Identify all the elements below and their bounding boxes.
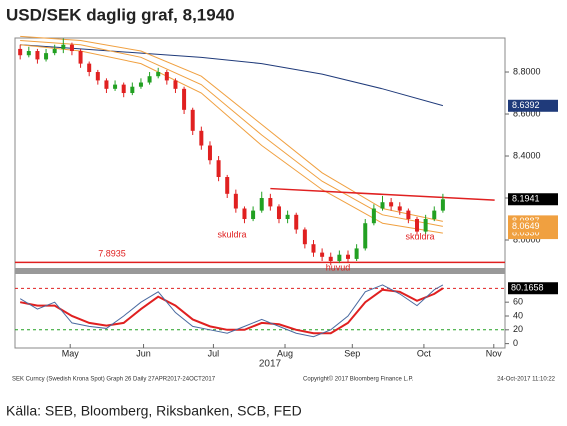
x-tick-label: Jul [208, 348, 220, 358]
candle-body [389, 202, 394, 207]
value-marker-label: 8.0330 [512, 227, 540, 237]
x-tick-label: May [62, 348, 80, 358]
candle-body [225, 177, 230, 194]
value-marker [508, 220, 558, 233]
candle-body [52, 48, 57, 54]
value-marker-label: 80.1658 [511, 283, 544, 293]
candle-body [268, 198, 273, 207]
x-tick-label: Oct [417, 348, 432, 358]
candle-body [18, 48, 23, 56]
candle-body [363, 223, 368, 249]
candle-body [164, 72, 169, 81]
value-marker-label: 8.0649 [512, 221, 540, 231]
candle-body [113, 84, 118, 89]
value-marker [508, 99, 558, 112]
candle-body [397, 206, 402, 211]
candle-body [78, 51, 83, 64]
candle-body [147, 76, 152, 83]
oscillator-line [19, 284, 444, 338]
footer-text: 24-Oct-2017 11:10:22 [497, 377, 556, 383]
y-tick-label: 60 [513, 297, 523, 307]
candle-body [104, 80, 109, 89]
chart-title: USD/SEK daglig graf, 8,1940 [6, 5, 235, 24]
x-tick-label: Aug [277, 348, 293, 358]
candle-body [138, 82, 143, 87]
value-marker [508, 282, 558, 295]
moving-average [20, 44, 443, 234]
plot-frame [14, 37, 506, 349]
candle-body [190, 109, 195, 131]
candle-body [130, 86, 135, 94]
x-tick-label: Nov [486, 348, 503, 358]
y-tick-label: 8.8000 [513, 66, 541, 76]
candle-body [311, 244, 316, 253]
candle-body [294, 214, 299, 230]
candle-body [44, 53, 49, 60]
candle-body [182, 88, 187, 110]
candle-body [380, 202, 385, 209]
candle-body [440, 199, 445, 211]
candle-body [259, 198, 264, 211]
y-tick-label: 8.4000 [513, 150, 541, 160]
value-marker [508, 193, 558, 206]
candle-body [345, 254, 350, 259]
value-marker-label: 8.1941 [512, 194, 540, 204]
candle-body [328, 256, 333, 262]
candle-body [320, 252, 325, 257]
candle-body [121, 84, 126, 94]
annotation: skuldra [405, 231, 434, 241]
candle-body [216, 160, 221, 178]
candle-body [251, 210, 256, 220]
year-label: 2017 [259, 359, 282, 370]
y-tick-label: 0 [513, 338, 518, 348]
trendline [270, 187, 495, 201]
y-tick-label: 8.6000 [513, 108, 541, 118]
candle-body [156, 72, 161, 77]
candle-body [35, 51, 40, 60]
y-tick-label: 20 [513, 324, 523, 334]
candle-body [337, 254, 342, 262]
moving-average [20, 35, 443, 222]
candle-body [173, 80, 178, 89]
y-tick-label: 40 [513, 310, 523, 320]
x-tick-label: Jun [136, 348, 151, 358]
y-tick-label: 8.0000 [513, 234, 541, 244]
candle-body [415, 219, 420, 232]
candle-body [302, 229, 307, 245]
annotation: skuldra [217, 229, 246, 239]
oscillator-line [19, 287, 444, 335]
footer-text: SEK Curncy (Swedish Krona Spot) Graph 26… [12, 377, 216, 383]
candle-body [207, 145, 212, 161]
x-tick-label: Sep [344, 348, 360, 358]
candle-body [276, 206, 281, 220]
candle-body [432, 210, 437, 220]
candle-body [354, 248, 359, 259]
candle-body [95, 72, 100, 81]
source: Källa: SEB, Bloomberg, Riksbanken, SCB, … [6, 403, 302, 419]
candle-body [87, 63, 92, 73]
candle-body [233, 193, 238, 209]
candle-body [26, 51, 31, 56]
candle-body [285, 214, 290, 220]
candle-body [423, 219, 428, 232]
annotation: huvud [326, 262, 351, 272]
candle-body [371, 208, 376, 224]
candle-body [69, 44, 74, 52]
moving-average [20, 40, 443, 227]
value-marker-label: 8.6392 [512, 100, 540, 110]
panel-separator [15, 268, 505, 274]
candle-body [406, 210, 411, 220]
moving-average [20, 44, 444, 107]
candle-body [199, 130, 204, 146]
support-label: 7.8935 [98, 248, 126, 258]
candle-body [61, 44, 66, 49]
footer-text: Copyright© 2017 Bloomberg Finance L.P. [303, 376, 414, 383]
candle-body [242, 208, 247, 220]
